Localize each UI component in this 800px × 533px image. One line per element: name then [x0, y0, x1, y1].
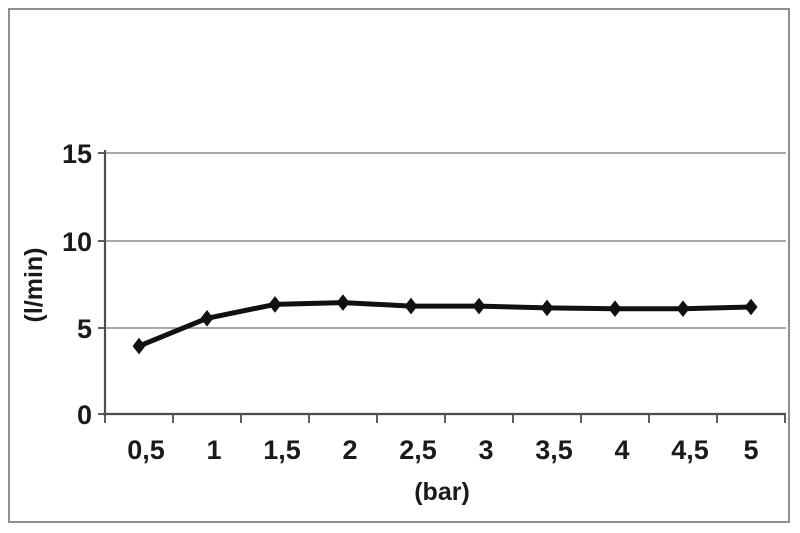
- data-point-marker: [132, 337, 146, 355]
- series-line: [136, 300, 754, 349]
- data-point-marker: [744, 298, 758, 316]
- x-tick-label-7: 4: [614, 435, 629, 465]
- x-tick-label-1: 1: [206, 435, 221, 465]
- x-tick-label-9: 5: [743, 435, 758, 465]
- data-series: [132, 294, 758, 355]
- data-point-marker: [608, 300, 622, 318]
- y-tick-label-5: 5: [77, 314, 92, 344]
- data-point-marker: [336, 294, 350, 311]
- data-point-marker: [268, 296, 282, 313]
- data-point-marker: [200, 309, 214, 327]
- figure-border: [8, 8, 790, 523]
- x-axis-ticks: [104, 414, 786, 423]
- y-axis-title: (l/min): [20, 248, 48, 323]
- y-tick-label-10: 10: [62, 227, 92, 257]
- data-point-marker: [472, 297, 486, 315]
- x-axis-title: (bar): [414, 478, 470, 506]
- x-tick-label-6: 3,5: [535, 435, 573, 465]
- x-tick-label-2: 1,5: [263, 435, 301, 465]
- data-point-marker: [540, 299, 554, 317]
- y-tick-labels: 15 10 5 0: [62, 139, 92, 430]
- y-tick-label-15: 15: [62, 139, 92, 169]
- x-tick-label-5: 3: [478, 435, 493, 465]
- x-tick-label-3: 2: [342, 435, 357, 465]
- y-axis-ticks: [98, 152, 105, 415]
- data-point-marker: [676, 300, 690, 318]
- y-tick-label-0: 0: [77, 400, 92, 430]
- x-tick-label-4: 2,5: [399, 435, 437, 465]
- x-tick-label-0: 0,5: [127, 435, 165, 465]
- x-tick-label-8: 4,5: [671, 435, 709, 465]
- gridlines: [105, 152, 786, 329]
- axes: [103, 150, 786, 416]
- data-point-marker: [404, 297, 418, 315]
- x-tick-labels: 0,5 1 1,5 2 2,5 3 3,5 4 4,5 5: [127, 435, 758, 465]
